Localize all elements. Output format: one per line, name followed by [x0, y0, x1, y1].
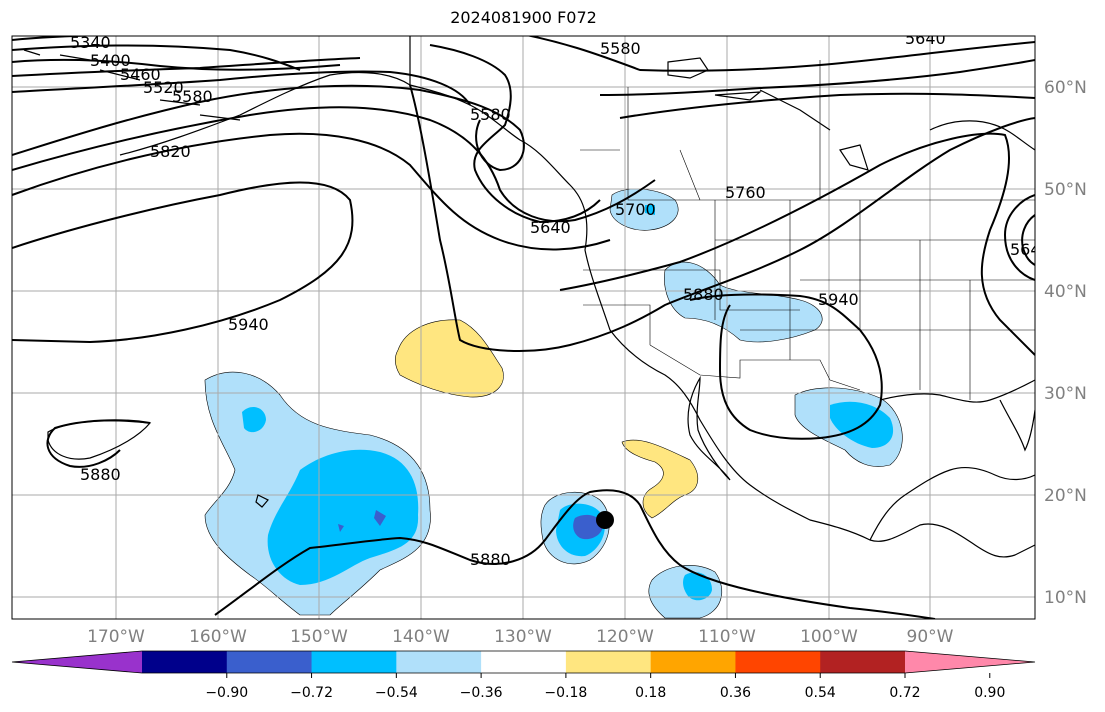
colorbar-tick-label: 0.72 — [889, 685, 920, 701]
colorbar-tick-label: 0.90 — [974, 685, 1005, 701]
contour-label-5640-top: 5640 — [905, 29, 946, 48]
colorbar-outline — [11, 650, 1036, 674]
contour-label-5880-bottom: 5880 — [470, 550, 511, 569]
colorbar-segment — [481, 651, 567, 673]
contour-label-5700: 5700 — [615, 200, 656, 219]
contour-label-5580-alaska: 5580 — [470, 105, 511, 124]
contour-label-5580-left: 5580 — [172, 87, 213, 106]
lon-label-160w: 160°W — [189, 627, 247, 647]
lat-label-20n: 20°N — [1044, 486, 1087, 506]
map-frame — [11, 35, 1036, 620]
contour-label-5820: 5820 — [150, 142, 191, 161]
contour-label-5940-left: 5940 — [228, 315, 269, 334]
colorbar-segment — [735, 651, 821, 673]
contour-label-5340: 5340 — [70, 33, 111, 52]
colorbar-segment — [226, 651, 313, 673]
contour-label-5760: 5760 — [725, 183, 766, 202]
graticule — [12, 36, 1035, 619]
anomaly-fill — [204, 188, 903, 619]
coastlines — [23, 36, 1035, 558]
lat-label-60n: 60°N — [1044, 78, 1087, 98]
map-title: 2024081900 F072 — [450, 8, 597, 27]
lat-label-10n: 10°N — [1044, 588, 1087, 608]
contour-label-5640-right: 5640 — [1010, 240, 1051, 259]
contour-labels: 5340 5400 5460 5520 5580 5580 5640 5820 … — [70, 29, 1051, 569]
contour-label-5940-right: 5940 — [818, 290, 859, 309]
colorbar-segments — [11, 650, 1036, 674]
colorbar-tick-label: 0.18 — [635, 685, 666, 701]
latitude-labels: 60°N 50°N 40°N 30°N 20°N 10°N — [1044, 78, 1087, 608]
colorbar-tick-label: −0.54 — [375, 685, 418, 701]
lon-label-90w: 90°W — [907, 627, 954, 647]
lon-label-110w: 110°W — [698, 627, 756, 647]
colorbar-tick-label: 0.54 — [805, 685, 836, 701]
lon-label-120w: 120°W — [596, 627, 654, 647]
longitude-labels: 170°W 160°W 150°W 140°W 130°W 120°W 110°… — [87, 627, 954, 647]
lat-label-50n: 50°N — [1044, 180, 1087, 200]
lon-label-130w: 130°W — [494, 627, 552, 647]
political-borders — [580, 60, 1035, 400]
colorbar-segment — [565, 651, 652, 673]
lat-label-30n: 30°N — [1044, 384, 1087, 404]
lon-label-140w: 140°W — [392, 627, 450, 647]
contour-label-5880-mid: 5880 — [683, 285, 724, 304]
storm-center-dot — [596, 511, 614, 529]
colorbar-extend-high — [905, 651, 1035, 673]
colorbar-tick-labels: −0.90 −0.72 −0.54 −0.36 −0.18 0.18 0.36 0.54 0.7… — [205, 673, 1005, 701]
colorbar-tick-label: −0.90 — [205, 685, 248, 701]
colorbar: −0.90 −0.72 −0.54 −0.36 −0.18 0.18 0.36 0.54 0.7… — [11, 650, 1036, 701]
lat-label-40n: 40°N — [1044, 282, 1087, 302]
contour-label-5640-mid: 5640 — [530, 218, 571, 237]
colorbar-extend-low — [12, 651, 142, 673]
contour-label-5460: 5460 — [120, 65, 161, 84]
lon-label-100w: 100°W — [800, 627, 858, 647]
colorbar-tick-label: −0.72 — [290, 685, 333, 701]
colorbar-segment — [311, 651, 397, 673]
colorbar-segment — [820, 651, 906, 673]
colorbar-tick-label: 0.36 — [720, 685, 751, 701]
colorbar-tick-label: −0.18 — [544, 685, 587, 701]
map-area: 5340 5400 5460 5520 5580 5580 5640 5820 … — [12, 29, 1051, 619]
colorbar-segment — [396, 651, 482, 673]
contour-label-5400: 5400 — [90, 51, 131, 70]
colorbar-segment — [650, 651, 736, 673]
lon-label-170w: 170°W — [87, 627, 145, 647]
colorbar-tick-label: −0.36 — [460, 685, 503, 701]
lon-label-150w: 150°W — [290, 627, 348, 647]
height-contours — [12, 36, 1035, 619]
contour-label-5580-top: 5580 — [600, 39, 641, 58]
colorbar-segment — [142, 651, 228, 673]
contour-label-5520: 5520 — [143, 78, 184, 97]
contour-label-5880-left: 5880 — [80, 465, 121, 484]
